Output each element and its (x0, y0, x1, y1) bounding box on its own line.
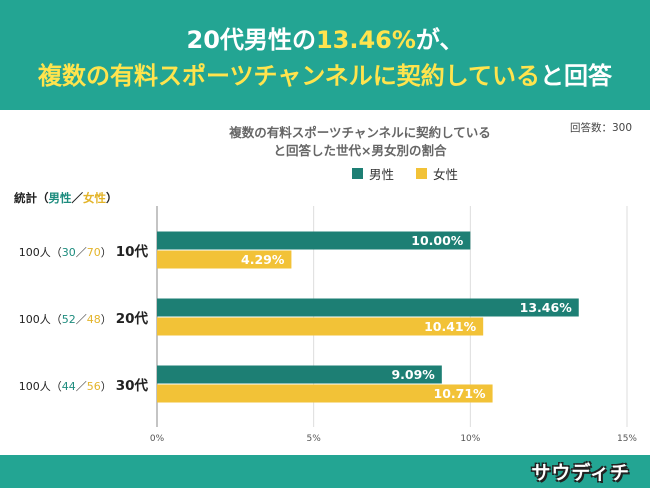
row-sep: ／ (75, 313, 87, 326)
data-label: 10.71% (434, 386, 487, 401)
row-total: 100人（ (18, 246, 62, 259)
legend-swatch-female (416, 168, 428, 179)
chart-title-line-2: と回答した世代×男女別の割合 (273, 143, 447, 158)
headline-highlight-percent: 13.46% (315, 26, 416, 54)
brand-logo: サウディチ (531, 462, 630, 484)
chart-title-line-1: 複数の有料スポーツチャンネルに契約している (229, 125, 491, 140)
stats-header-prefix: 統計（ (14, 191, 49, 205)
row-age: 30代 (115, 378, 148, 394)
legend-item-female: 女性 (416, 164, 458, 183)
bar-male (157, 231, 471, 250)
bar-female (157, 250, 292, 269)
x-tick-label: 5% (307, 434, 322, 444)
row-male-count: 44 (61, 380, 76, 393)
chart-legend: 男性 女性 (352, 164, 480, 183)
stats-header-female: 女性 (83, 191, 106, 205)
data-label: 9.09% (391, 367, 435, 382)
bar-male (157, 298, 579, 317)
row-close: ） (100, 246, 112, 259)
stats-header-male: 男性 (48, 191, 72, 205)
row-close: ） (100, 380, 112, 393)
x-tick-label: 10% (460, 434, 480, 444)
row-female-count: 48 (86, 313, 101, 326)
headline-text-post: が、 (415, 26, 464, 54)
row-age: 10代 (115, 244, 148, 260)
bar-chart-plot: 0% 5% 10% 15% 10.00% 13.46% 9.09% 4.29% 10.41% 10… (150, 206, 637, 444)
x-tick-label: 0% (150, 434, 165, 444)
headline-text-pre: 20代男性の (186, 26, 316, 54)
footer-bar: サウディチ (0, 455, 650, 488)
data-label: 13.46% (520, 300, 573, 315)
respondent-count: 回答数：300 (569, 122, 632, 134)
row-label-30s: 100人（ 44 ／ 56） 30代 (19, 374, 148, 394)
data-label: 10.41% (424, 319, 477, 334)
legend-item-male: 男性 (352, 164, 394, 183)
headline-banner: 20代男性の13.46%が、 複数の有料スポーツチャンネルに契約していると回答 (0, 0, 650, 110)
row-male-count: 30 (61, 246, 76, 259)
row-label-10s: 100人（ 30 ／ 70） 10代 (19, 240, 148, 260)
stats-header-sep: ／ (71, 191, 84, 205)
row-close: ） (100, 313, 112, 326)
bar-female (157, 384, 493, 403)
row-total: 100人（ (18, 313, 62, 326)
row-sep: ／ (75, 380, 87, 393)
row-total: 100人（ (18, 380, 62, 393)
bar-male (157, 365, 442, 384)
row-female-count: 70 (86, 246, 101, 259)
stats-column-header: 統計（男性／女性） (14, 190, 118, 206)
headline-highlight-phrase: 複数の有料スポーツチャンネルに契約している (37, 62, 541, 90)
row-female-count: 56 (86, 380, 101, 393)
legend-swatch-male (352, 168, 363, 179)
row-male-count: 52 (61, 313, 76, 326)
x-tick-label: 15% (617, 434, 637, 444)
row-age: 20代 (115, 311, 148, 327)
headline-line-1: 20代男性の13.46%が、 (0, 20, 650, 55)
headline-line-2: 複数の有料スポーツチャンネルに契約していると回答 (0, 56, 650, 91)
legend-label-female: 女性 (433, 167, 459, 182)
headline-text-tail: と回答 (540, 62, 613, 90)
bar-female (157, 317, 484, 336)
row-label-20s: 100人（ 52 ／ 48） 20代 (19, 307, 148, 327)
data-label: 4.29% (241, 252, 285, 267)
data-label: 10.00% (411, 233, 464, 248)
legend-label-male: 男性 (369, 167, 395, 182)
row-sep: ／ (75, 246, 87, 259)
stats-header-suffix: ） (106, 191, 118, 205)
